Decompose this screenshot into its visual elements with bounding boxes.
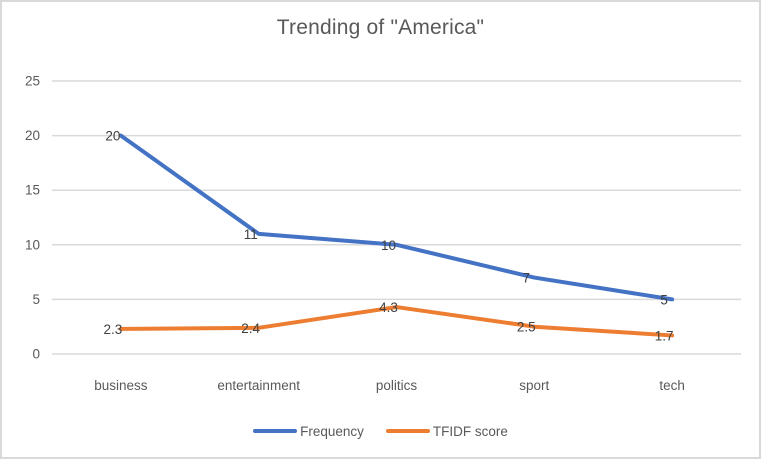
legend-label-tfidf-score: TFIDF score xyxy=(432,423,508,439)
tfidf-line-swatch xyxy=(385,429,430,433)
y-tick-label: 25 xyxy=(25,74,40,89)
legend: Frequency TFIDF score xyxy=(2,421,759,441)
y-tick-label: 0 xyxy=(32,347,40,362)
data-label: 2.3 xyxy=(104,322,123,337)
series-line-frequency xyxy=(118,133,675,302)
legend-item-tfidf-score: TFIDF score xyxy=(385,423,508,439)
chart-title: Trending of "America" xyxy=(276,16,485,39)
data-label: 7 xyxy=(523,271,531,286)
legend-label-frequency: Frequency xyxy=(300,423,364,439)
x-category-label: sport xyxy=(519,378,549,393)
data-label: 5 xyxy=(660,292,668,307)
data-label: 4.3 xyxy=(379,300,398,315)
data-label: 20 xyxy=(105,129,120,144)
x-category-label: tech xyxy=(659,378,685,393)
y-tick-label: 5 xyxy=(32,292,40,307)
data-label: 2.4 xyxy=(241,321,260,336)
x-category-label: business xyxy=(94,378,148,393)
y-tick-label: 10 xyxy=(25,237,40,252)
data-label: 1.7 xyxy=(655,328,674,343)
data-label: 2.5 xyxy=(517,320,536,335)
frequency-line-swatch xyxy=(253,429,298,433)
legend-item-frequency: Frequency xyxy=(253,424,364,439)
series-line-tfidf-score xyxy=(118,305,675,338)
y-tick-label: 15 xyxy=(25,183,40,198)
x-category-label: entertainment xyxy=(217,378,300,393)
y-tick-label: 20 xyxy=(25,128,40,143)
x-category-label: politics xyxy=(376,378,418,393)
data-label: 11 xyxy=(244,227,258,242)
data-label: 10 xyxy=(381,238,396,253)
